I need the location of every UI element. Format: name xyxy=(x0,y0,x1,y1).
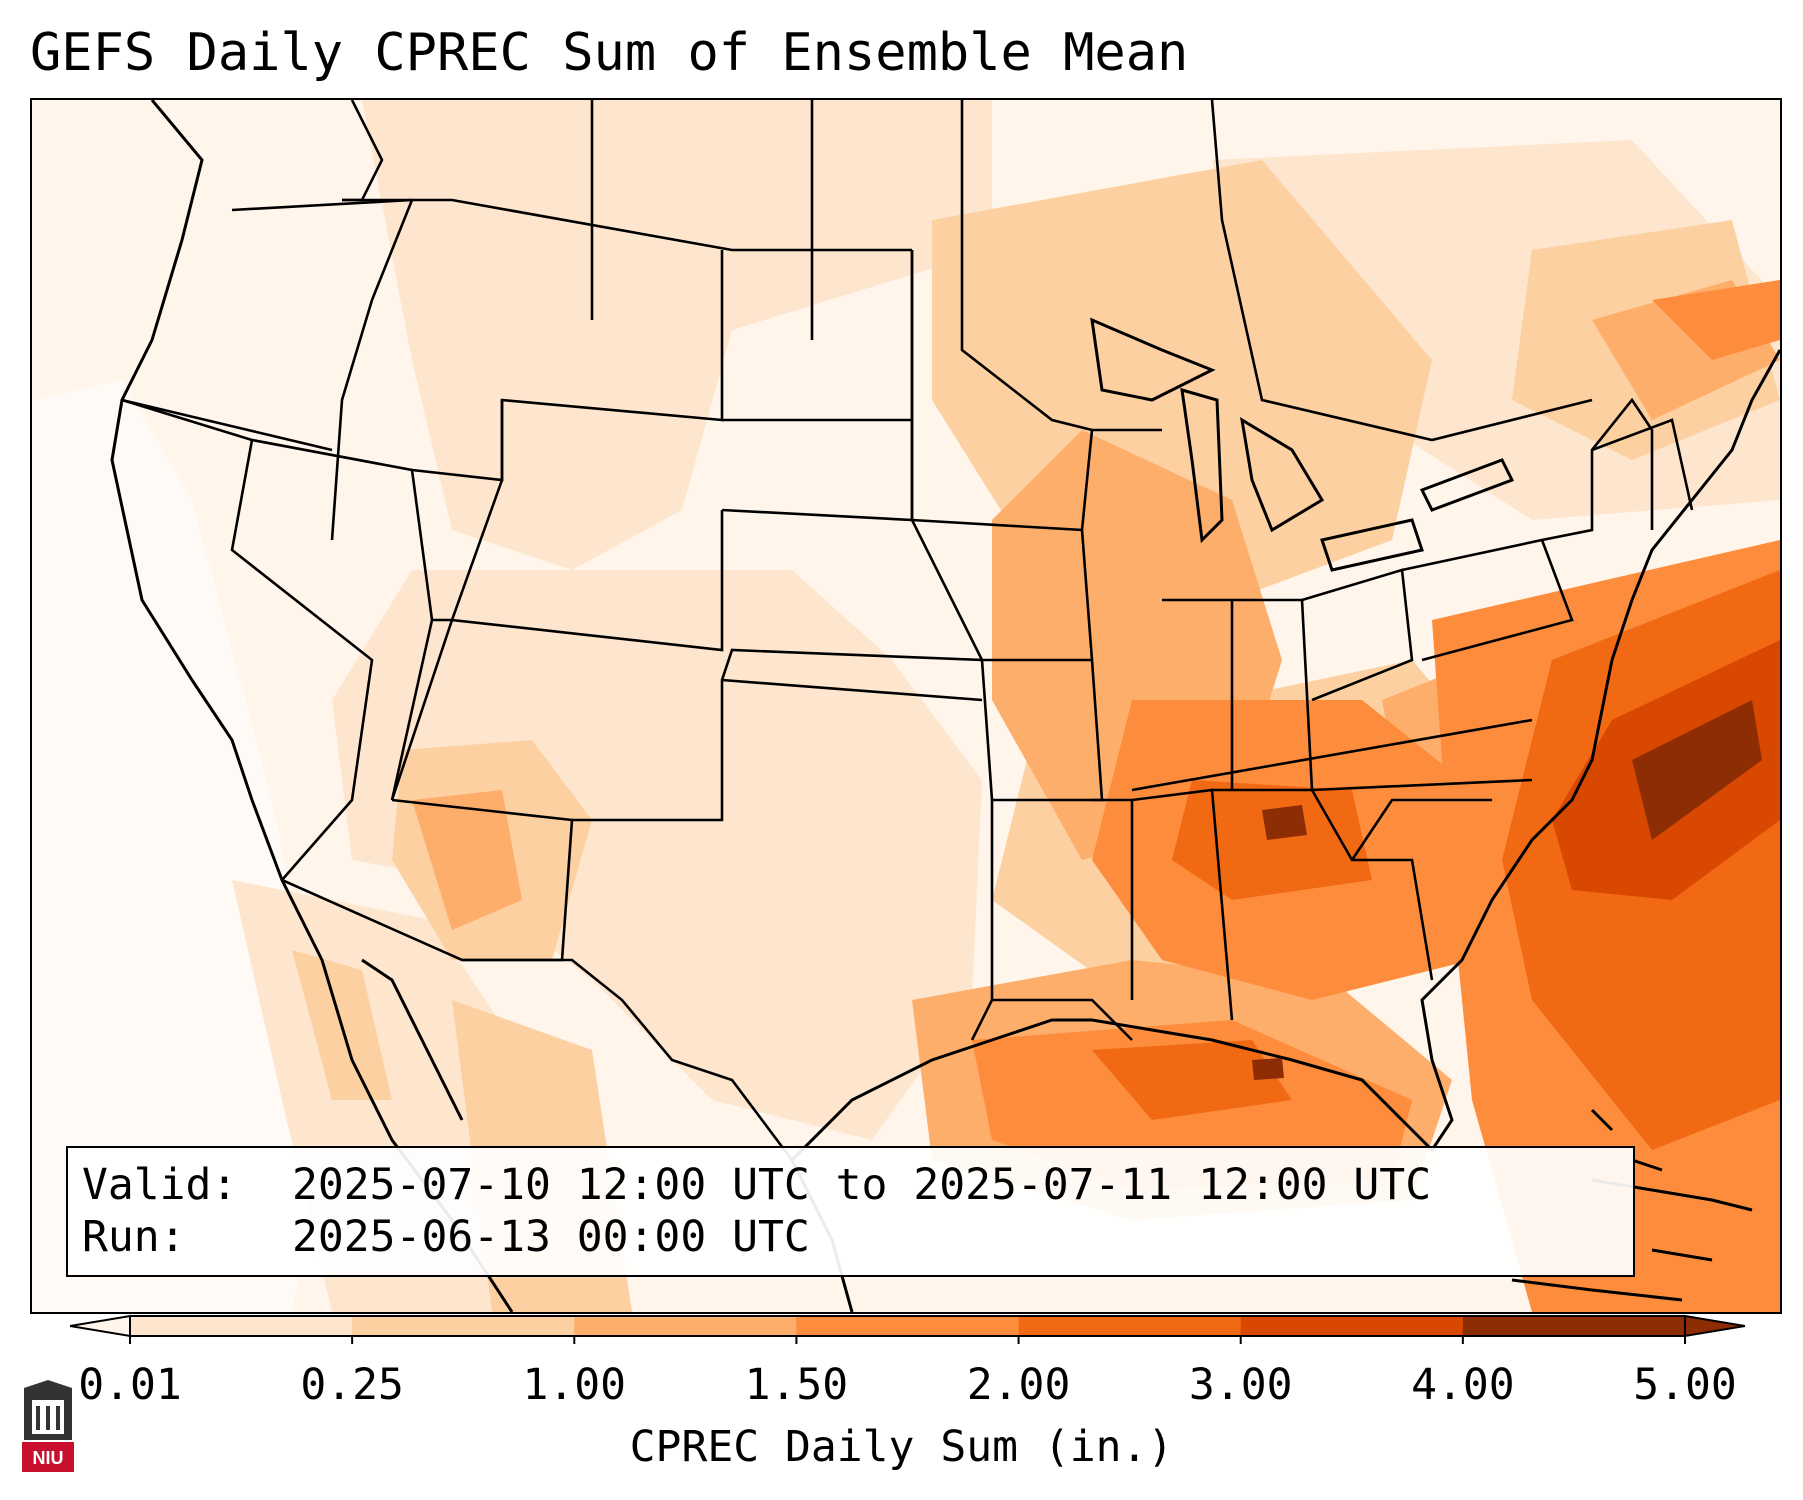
colorbar-graphic xyxy=(70,1314,1745,1344)
colorbar-tick-label: 0.01 xyxy=(78,1360,182,1410)
colorbar-segment xyxy=(796,1316,1020,1336)
colorbar-segment xyxy=(130,1316,353,1336)
colorbar-tick-label: 2.00 xyxy=(966,1360,1071,1410)
colorbar-extend-high xyxy=(1684,1314,1745,1338)
colorbar-tick-label: 0.25 xyxy=(300,1360,404,1410)
pacific-field xyxy=(32,380,332,1312)
map-title: GEFS Daily CPREC Sum of Ensemble Mean xyxy=(30,23,1189,83)
colorbar-segment xyxy=(1018,1316,1242,1336)
colorbar-segment xyxy=(1462,1316,1686,1336)
validity-info-box: Valid: 2025-07-10 12:00 UTC to 2025-07-11… xyxy=(66,1146,1635,1277)
colorbar-outline xyxy=(129,1315,1686,1337)
valid-value: 2025-07-10 12:00 UTC to 2025-07-11 12:00… xyxy=(292,1160,1432,1210)
max-precip-regions xyxy=(1252,700,1762,1080)
colorbar-segment xyxy=(352,1316,575,1336)
colorbar-extend-low xyxy=(70,1314,131,1338)
colorbar-tick-label: 1.50 xyxy=(744,1360,849,1410)
colorbar: 0.01 0.25 1.00 1.50 2.00 3.00 4.00 5.00 xyxy=(70,1310,1745,1430)
precipitation-map xyxy=(30,98,1782,1314)
colorbar-tick-label: 4.00 xyxy=(1411,1360,1515,1410)
niu-logo: NIU xyxy=(18,1380,78,1476)
state-boundaries xyxy=(121,198,1694,1041)
colorbar-segment xyxy=(574,1316,797,1336)
run-label: Run: xyxy=(82,1212,186,1262)
colorbar-tick-label: 1.00 xyxy=(522,1360,627,1410)
valid-line: Valid: 2025-07-10 12:00 UTC to 2025-07-11… xyxy=(82,1158,1431,1212)
colorbar-tick-label: 5.00 xyxy=(1633,1360,1737,1410)
valid-label: Valid: xyxy=(82,1160,238,1210)
svg-text:NIU: NIU xyxy=(33,1448,64,1468)
colorbar-tick-label: 3.00 xyxy=(1188,1360,1293,1410)
country-borders xyxy=(281,100,1593,1161)
great-lakes xyxy=(1090,317,1515,572)
colorbar-segment xyxy=(1240,1316,1464,1336)
run-value: 2025-06-13 00:00 UTC xyxy=(292,1212,810,1262)
colorbar-label: CPREC Daily Sum (in.) xyxy=(629,1422,1174,1472)
coastline xyxy=(110,100,1780,1312)
run-line: Run: 2025-06-13 00:00 UTC xyxy=(82,1210,810,1264)
